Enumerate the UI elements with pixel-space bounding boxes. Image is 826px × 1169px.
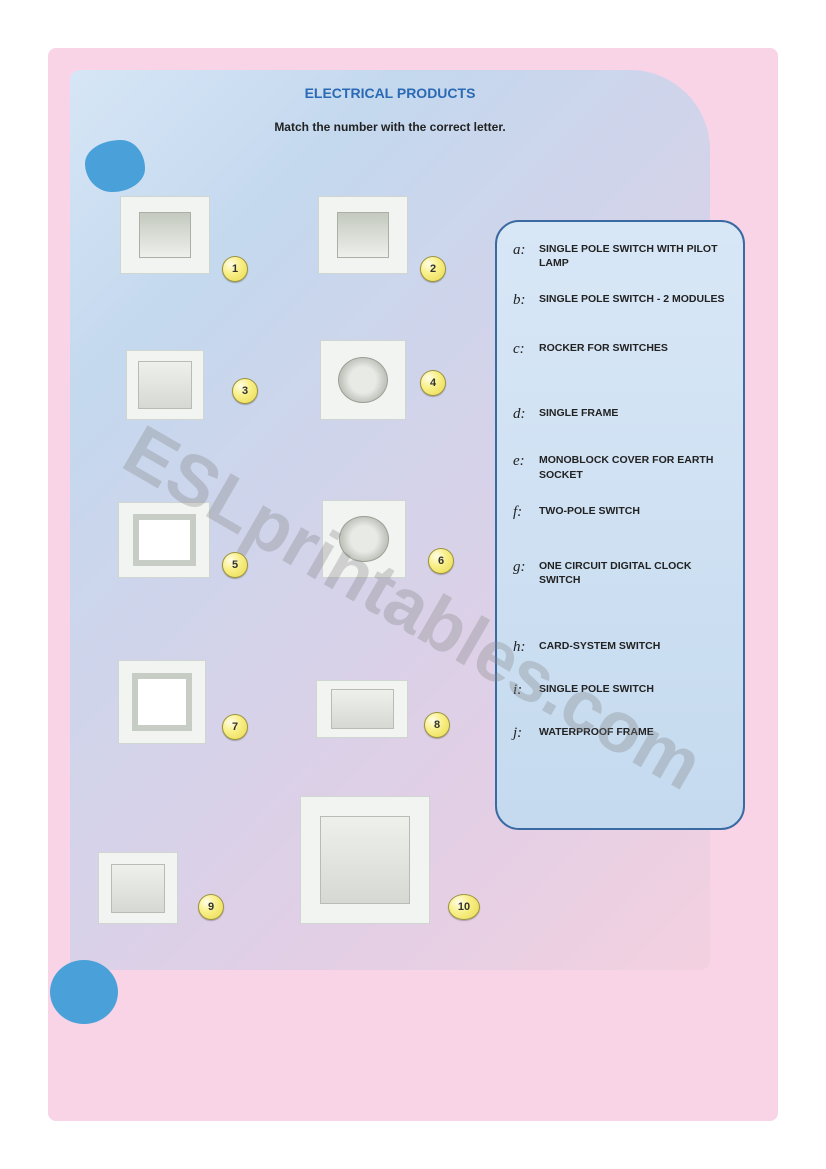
answer-letter: f: <box>513 504 539 521</box>
answer-row-h: h:CARD-SYSTEM SWITCH <box>513 639 729 656</box>
answer-row-a: a:SINGLE POLE SWITCH WITH PILOT LAMP <box>513 242 729 270</box>
answer-letter: b: <box>513 292 539 309</box>
answer-letter: a: <box>513 242 539 259</box>
badge-number: 7 <box>232 721 238 733</box>
answer-text: SINGLE POLE SWITCH <box>539 682 654 696</box>
answer-text: SINGLE POLE SWITCH - 2 MODULES <box>539 292 725 306</box>
number-badge-2: 2 <box>420 256 446 282</box>
number-badge-5: 5 <box>222 552 248 578</box>
number-badge-1: 1 <box>222 256 248 282</box>
product-image-10 <box>300 796 430 924</box>
product-item-5 <box>118 502 210 578</box>
badge-number: 5 <box>232 559 238 571</box>
product-item-8 <box>316 680 408 738</box>
answer-text: MONOBLOCK COVER FOR EARTH SOCKET <box>539 453 729 481</box>
number-badge-9: 9 <box>198 894 224 920</box>
badge-number: 9 <box>208 901 214 913</box>
product-graphic <box>139 212 192 258</box>
product-image-9 <box>98 852 178 924</box>
answer-row-d: d:SINGLE FRAME <box>513 406 729 423</box>
answer-letter: c: <box>513 341 539 358</box>
product-image-2 <box>318 196 408 274</box>
number-badge-8: 8 <box>424 712 450 738</box>
number-badge-6: 6 <box>428 548 454 574</box>
answer-text: SINGLE POLE SWITCH WITH PILOT LAMP <box>539 242 729 270</box>
product-item-9 <box>98 852 178 924</box>
answer-row-c: c:ROCKER FOR SWITCHES <box>513 341 729 358</box>
answer-letter: h: <box>513 639 539 656</box>
number-badge-10: 10 <box>448 894 480 920</box>
product-image-7 <box>118 660 206 744</box>
product-graphic <box>331 689 394 728</box>
badge-number: 1 <box>232 263 238 275</box>
answer-text: ONE CIRCUIT DIGITAL CLOCK SWITCH <box>539 559 729 587</box>
product-graphic <box>338 357 388 404</box>
product-item-3 <box>126 350 204 420</box>
answer-text: WATERPROOF FRAME <box>539 725 654 739</box>
number-badge-3: 3 <box>232 378 258 404</box>
product-item-4 <box>320 340 406 420</box>
answer-letter: e: <box>513 453 539 470</box>
answer-letter: d: <box>513 406 539 423</box>
answer-row-f: f:TWO-POLE SWITCH <box>513 504 729 521</box>
product-graphic <box>320 816 410 904</box>
page-title: ELECTRICAL PRODUCTS <box>70 85 710 101</box>
product-graphic <box>339 516 388 562</box>
product-image-3 <box>126 350 204 420</box>
number-badge-4: 4 <box>420 370 446 396</box>
answer-text: TWO-POLE SWITCH <box>539 504 640 518</box>
product-item-10 <box>300 796 430 924</box>
product-image-4 <box>320 340 406 420</box>
answer-letter: g: <box>513 559 539 576</box>
answer-row-i: i:SINGLE POLE SWITCH <box>513 682 729 699</box>
answer-letter: j: <box>513 725 539 742</box>
answer-row-g: g:ONE CIRCUIT DIGITAL CLOCK SWITCH <box>513 559 729 587</box>
product-item-2 <box>318 196 408 274</box>
answer-letter: i: <box>513 682 539 699</box>
badge-number: 6 <box>438 555 444 567</box>
product-item-1 <box>120 196 210 274</box>
product-graphic <box>138 361 191 409</box>
product-item-6 <box>322 500 406 578</box>
product-image-8 <box>316 680 408 738</box>
product-graphic <box>111 864 166 913</box>
badge-number: 2 <box>430 263 436 275</box>
answer-panel: a:SINGLE POLE SWITCH WITH PILOT LAMP b: S… <box>495 220 745 830</box>
decorative-blob-top <box>85 140 145 192</box>
answer-text: CARD-SYSTEM SWITCH <box>539 639 660 653</box>
answer-row-e: e:MONOBLOCK COVER FOR EARTH SOCKET <box>513 453 729 481</box>
answer-row-b: b: SINGLE POLE SWITCH - 2 MODULES <box>513 292 729 309</box>
answer-text: ROCKER FOR SWITCHES <box>539 341 668 355</box>
answer-row-j: j:WATERPROOF FRAME <box>513 725 729 742</box>
product-image-5 <box>118 502 210 578</box>
product-item-7 <box>118 660 206 744</box>
badge-number: 8 <box>434 719 440 731</box>
number-badge-7: 7 <box>222 714 248 740</box>
product-image-1 <box>120 196 210 274</box>
badge-number: 3 <box>242 385 248 397</box>
answer-text: SINGLE FRAME <box>539 406 618 420</box>
decorative-blob-bottom <box>50 960 118 1024</box>
badge-number: 10 <box>458 901 470 913</box>
product-image-6 <box>322 500 406 578</box>
product-graphic <box>132 673 192 730</box>
badge-number: 4 <box>430 377 436 389</box>
instruction-text: Match the number with the correct letter… <box>70 120 710 134</box>
product-graphic <box>133 514 196 566</box>
product-graphic <box>337 212 390 258</box>
